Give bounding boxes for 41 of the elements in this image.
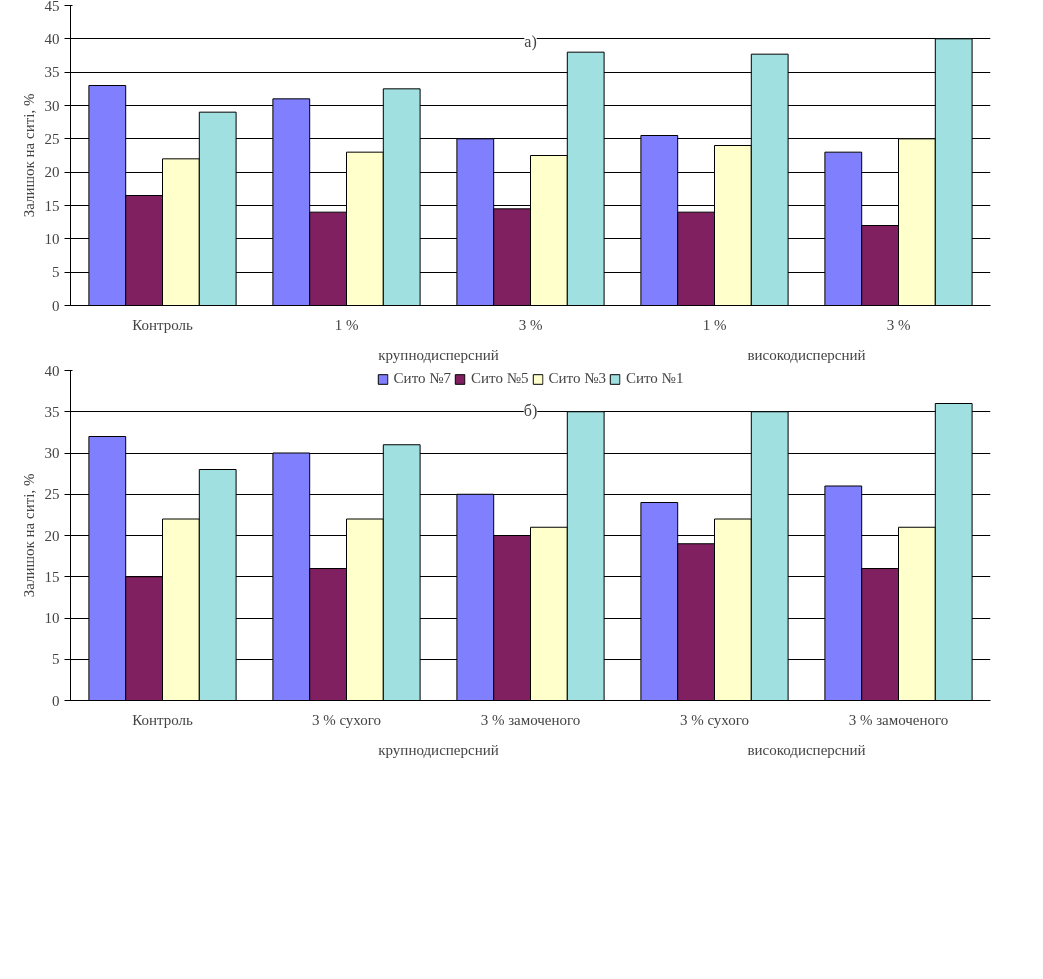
y-tick-label: 35	[44, 403, 60, 420]
legend-label: Сито №7	[393, 370, 452, 387]
y-tick-label: 40	[44, 30, 60, 47]
x-tick-label: 3 % сухого	[679, 711, 750, 728]
y-tick-label: 25	[44, 130, 60, 147]
y-tick-label: 35	[44, 64, 60, 81]
text: крупнодисперсний	[378, 741, 499, 758]
x-tick-label: 1 %	[334, 316, 359, 333]
y-tick-label: 5	[52, 651, 60, 668]
text: високодисперсний	[747, 346, 866, 363]
y-tick-label: 5	[52, 264, 60, 281]
annotation: а)	[524, 33, 537, 51]
y-tick-label: 45	[44, 0, 60, 14]
text: крупнодисперсний	[378, 346, 499, 363]
y-tick-label: 10	[44, 230, 60, 247]
y-axis-title: Залишок на ситі, %	[20, 93, 37, 218]
y-tick-label: 20	[44, 164, 60, 181]
x-tick-label: Контроль	[132, 711, 193, 728]
text: високодисперсний	[747, 741, 866, 758]
y-tick-label: 10	[44, 610, 60, 626]
legend-label: Сито №1	[625, 370, 684, 387]
y-tick-label: 0	[52, 297, 60, 314]
x-tick-label: 3 %	[886, 316, 911, 333]
x-tick-label: 3 % замоченого	[848, 711, 949, 728]
y-tick-label: 40	[44, 362, 60, 379]
y-tick-label: 20	[44, 527, 60, 544]
legend-label: Сито №5	[471, 370, 529, 387]
y-tick-label: 30	[44, 445, 60, 461]
y-tick-label: 0	[52, 692, 60, 709]
y-tick-label: 15	[44, 197, 60, 214]
x-tick-label: Контроль	[132, 316, 193, 333]
legend-label: Сито №3	[548, 370, 606, 387]
y-axis-title: Залишок на ситі, %	[20, 473, 37, 598]
y-tick-label: 25	[44, 486, 60, 503]
annotation: б)	[523, 401, 538, 420]
y-tick-label: 15	[44, 568, 60, 585]
y-tick-label: 30	[44, 97, 60, 114]
x-tick-label: 3 % сухого	[311, 711, 382, 728]
x-tick-label: 3 % замоченого	[480, 711, 581, 728]
x-tick-label: 3 %	[518, 316, 543, 333]
x-tick-label: 1 %	[702, 316, 727, 333]
